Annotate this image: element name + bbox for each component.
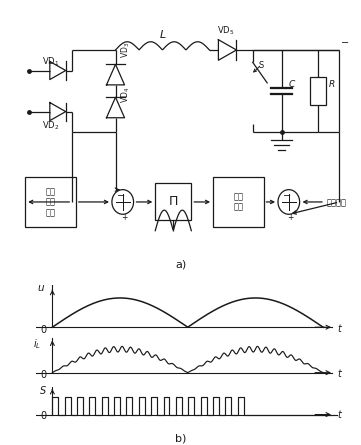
Text: S: S — [258, 61, 264, 70]
Text: C: C — [289, 80, 295, 89]
Text: $t$: $t$ — [336, 323, 343, 335]
Text: $S$: $S$ — [39, 384, 47, 396]
Text: VD$_1$: VD$_1$ — [42, 55, 59, 68]
Text: +: + — [121, 213, 127, 222]
Bar — [213, 177, 264, 227]
Text: b): b) — [175, 433, 186, 443]
Text: 电压给定: 电压给定 — [327, 198, 347, 207]
Bar — [155, 183, 191, 220]
Text: +: + — [287, 213, 293, 222]
Text: 电流
跟踪
控制: 电流 跟踪 控制 — [45, 187, 56, 217]
Bar — [310, 77, 326, 105]
Text: VD$_3$: VD$_3$ — [119, 42, 132, 58]
Text: VD$_2$: VD$_2$ — [42, 119, 59, 132]
Text: $i_L$: $i_L$ — [33, 337, 42, 351]
Text: −: − — [283, 191, 292, 201]
Bar — [25, 177, 76, 227]
Text: R: R — [329, 80, 335, 89]
Text: 0: 0 — [40, 370, 46, 380]
Text: $t$: $t$ — [336, 367, 343, 379]
Text: $L$: $L$ — [159, 28, 166, 40]
Text: VD$_5$: VD$_5$ — [217, 24, 234, 37]
Text: 电压
控制: 电压 控制 — [233, 192, 243, 212]
Text: $t$: $t$ — [336, 409, 343, 420]
Text: −: − — [341, 38, 349, 48]
Text: 0: 0 — [40, 411, 46, 421]
Text: $u$: $u$ — [38, 283, 45, 293]
Text: Π: Π — [169, 195, 178, 208]
Text: a): a) — [175, 260, 186, 270]
Text: VD$_4$: VD$_4$ — [119, 87, 132, 103]
Text: 0: 0 — [40, 325, 46, 335]
Text: −: − — [117, 191, 126, 201]
